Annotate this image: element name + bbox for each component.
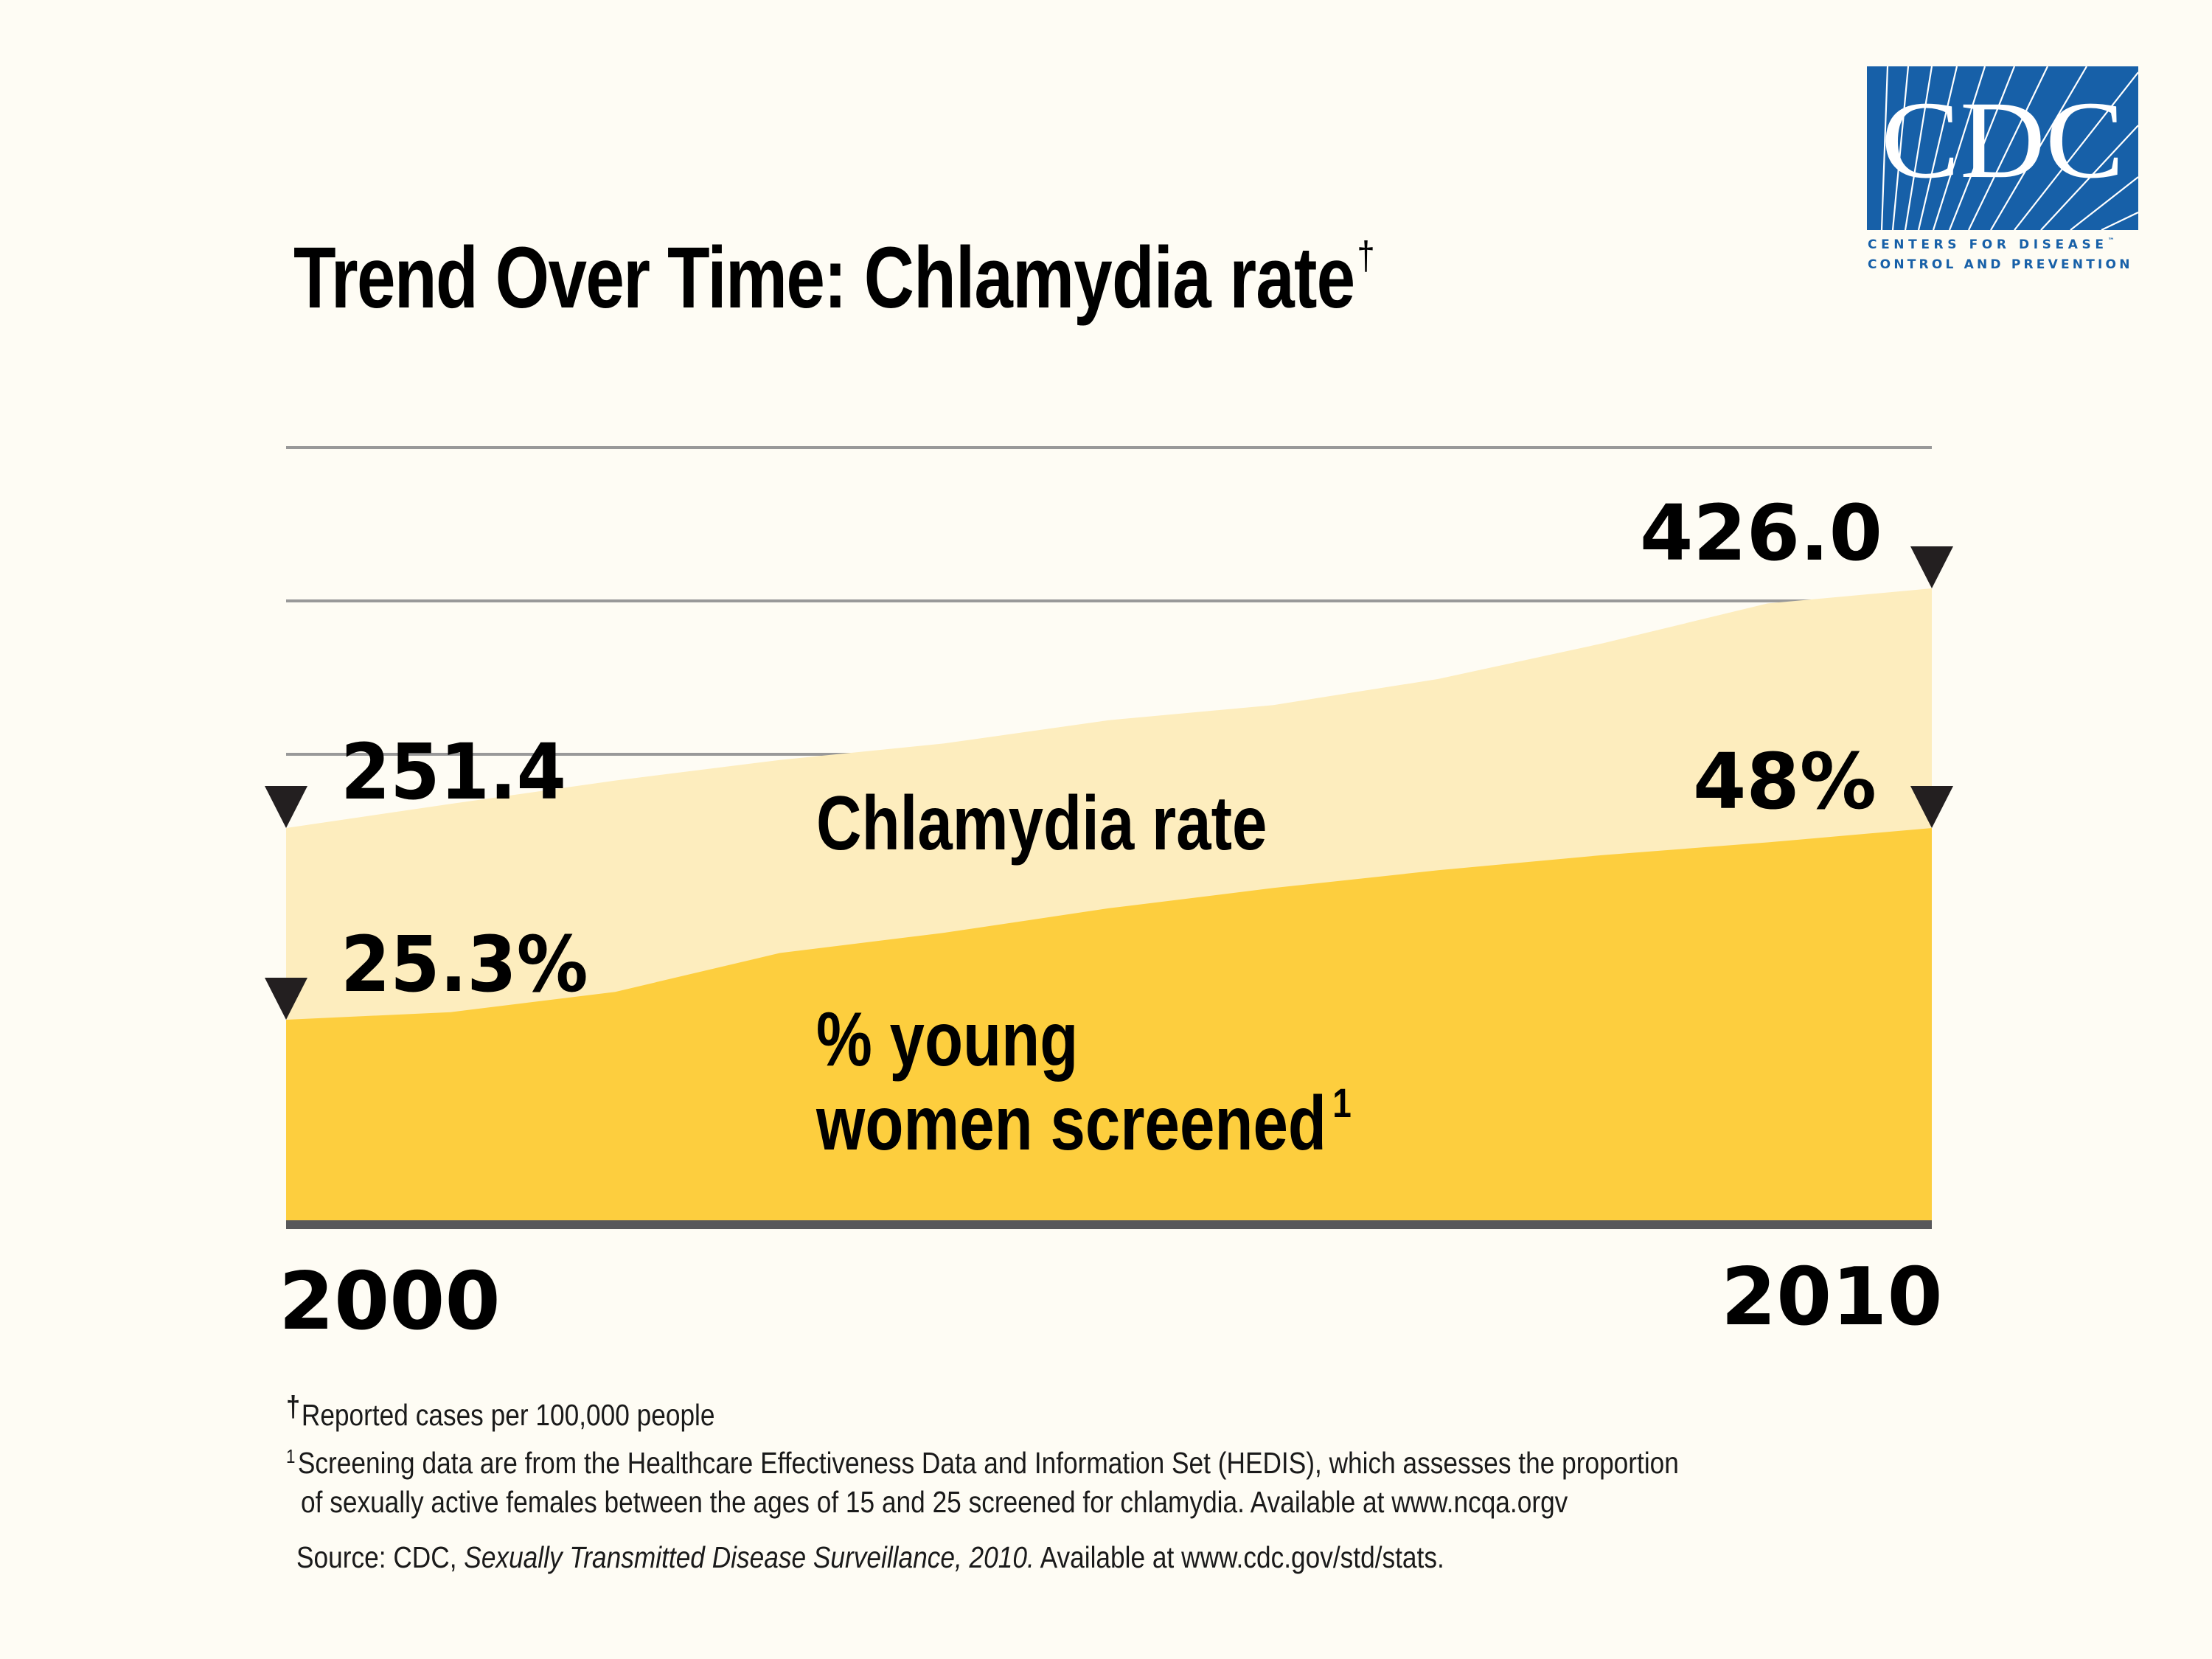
page-title: Trend Over Time: Chlamydia rate† bbox=[293, 234, 1375, 321]
marker-rate-2010 bbox=[1910, 546, 1953, 588]
source-suffix: Available at www.cdc.gov/std/stats. bbox=[1034, 1540, 1444, 1574]
logo-rays bbox=[1880, 66, 2138, 230]
footnote-screening-line1: 1Screening data are from the Healthcare … bbox=[286, 1447, 1679, 1478]
series-label-line2: women screened 1 bbox=[816, 1081, 1352, 1165]
series-label-line1: % young bbox=[816, 997, 1079, 1082]
title-rest: Chlamydia rate bbox=[863, 229, 1355, 327]
series-label-young-women-screened: % young women screened 1 bbox=[816, 997, 1352, 1166]
marker-screened-2010 bbox=[1910, 786, 1953, 828]
footnote-screening-text1: Screening data are from the Healthcare E… bbox=[297, 1446, 1679, 1480]
footnote-screening-mark: 1 bbox=[286, 1445, 296, 1467]
x-tick-label-2010: 2010 bbox=[1721, 1251, 1943, 1343]
data-label-screened-2010: 48% bbox=[1693, 737, 1877, 827]
footnote-source: Source: CDC, Sexually Transmitted Diseas… bbox=[296, 1543, 1444, 1573]
footnote-screening-line2: of sexually active females between the a… bbox=[301, 1485, 1568, 1519]
footnote-ref-1: 1 bbox=[1332, 1079, 1352, 1127]
title-bold-part: Trend Over Time: bbox=[293, 229, 847, 327]
source-prefix: Source: CDC, bbox=[296, 1540, 465, 1574]
series-label-chlamydia-rate: Chlamydia rate bbox=[816, 781, 1267, 866]
footnote-dagger-mark: † bbox=[286, 1391, 301, 1423]
series-label-line2-text: women screened bbox=[816, 1081, 1326, 1167]
logo-trademark: ™ bbox=[2107, 237, 2115, 245]
footnote-dagger: †Reported cases per 100,000 people bbox=[286, 1392, 715, 1430]
logo-subtitle-line2: Control and Prevention bbox=[1868, 257, 2133, 272]
logo-letters: CDC bbox=[1881, 79, 2124, 201]
data-label-rate-2010: 426.0 bbox=[1640, 488, 1882, 578]
area-young-women-screened bbox=[286, 828, 1932, 1220]
marker-screened-2000 bbox=[265, 978, 307, 1020]
data-label-rate-2000: 251.4 bbox=[341, 727, 566, 817]
x-axis-baseline bbox=[286, 1220, 1932, 1229]
logo-subtitle-line1: Centers for Disease™ bbox=[1868, 237, 2140, 252]
cdc-logo: CDC bbox=[1867, 66, 2138, 230]
x-tick-label-2000: 2000 bbox=[279, 1256, 501, 1348]
marker-rate-2000 bbox=[265, 786, 307, 828]
value-markers bbox=[265, 546, 1953, 1020]
logo-line1-text: Centers for Disease bbox=[1868, 237, 2108, 252]
title-dagger-marker: † bbox=[1357, 234, 1375, 278]
source-publication: Sexually Transmitted Disease Surveillanc… bbox=[464, 1540, 1034, 1574]
footnote-dagger-text: Reported cases per 100,000 people bbox=[301, 1398, 715, 1432]
data-label-screened-2000: 25.3% bbox=[341, 919, 588, 1009]
